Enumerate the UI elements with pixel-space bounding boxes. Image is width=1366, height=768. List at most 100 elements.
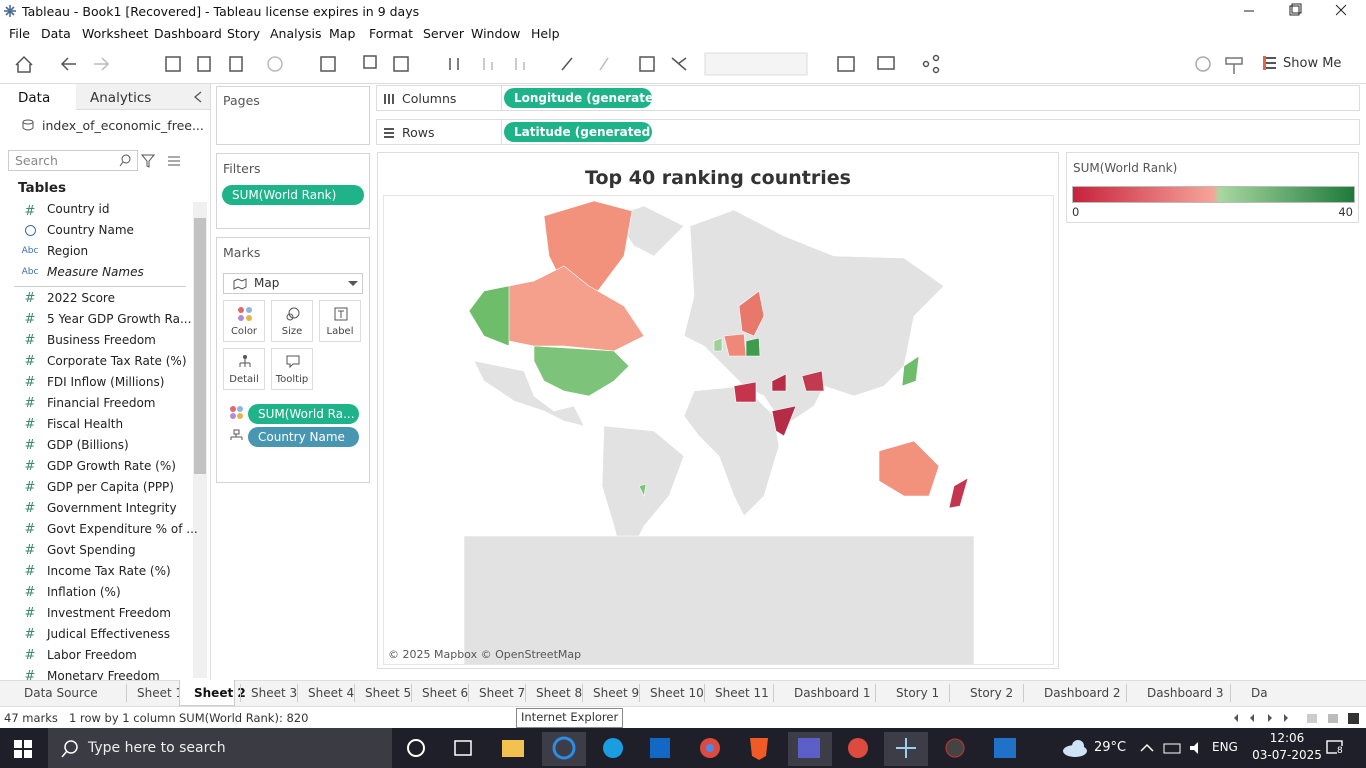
mark-button[interactable]: Label <box>319 300 361 342</box>
mark-pill[interactable]: Country Name <box>248 427 359 447</box>
mark-button-label: Label <box>326 326 354 337</box>
sheet-tab[interactable]: Sheet 7 <box>479 686 526 700</box>
sheet-tab[interactable]: Sheet 5 <box>365 686 412 700</box>
sheet-tab[interactable]: Sheet 2 <box>194 686 246 700</box>
legend-min: 0 <box>1072 205 1080 219</box>
sheet-tab[interactable]: Story 1 <box>896 686 940 700</box>
menu-item[interactable]: Worksheet <box>82 26 149 41</box>
scrollbar-thumb[interactable] <box>194 218 206 474</box>
sheet-tab[interactable]: Sheet 4 <box>308 686 355 700</box>
sheet-tab[interactable]: Sheet 9 <box>593 686 640 700</box>
start-button[interactable] <box>14 740 32 758</box>
mark-button[interactable]: Color <box>223 300 265 342</box>
field[interactable]: FDI Inflow (Millions) <box>47 375 165 389</box>
field-type-icon: # <box>24 459 36 474</box>
tray-icons[interactable] <box>1138 739 1206 757</box>
mark-type-dropdown[interactable] <box>223 273 363 294</box>
field[interactable]: Country Name <box>47 223 134 237</box>
sheet-tab[interactable]: Dashboard 2 <box>1044 686 1121 700</box>
analytics-tab[interactable]: Analytics <box>90 90 152 106</box>
field[interactable]: Investment Freedom <box>47 606 171 620</box>
menu-item[interactable]: Dashboard <box>154 26 222 41</box>
language[interactable]: ENG <box>1212 740 1238 754</box>
field[interactable]: Inflation (%) <box>47 585 121 599</box>
field[interactable]: GDP (Billions) <box>47 438 129 452</box>
sheet-tab[interactable]: Sheet 10 <box>650 686 704 700</box>
field[interactable]: Judical Effectiveness <box>47 627 171 641</box>
window-controls[interactable] <box>1230 0 1366 22</box>
field-type-icon: # <box>24 438 36 453</box>
toolbar-right-icons[interactable] <box>1190 52 1280 76</box>
filter-pill[interactable]: SUM(World Rank) <box>222 185 364 205</box>
menu-item[interactable]: Server <box>423 26 464 41</box>
map[interactable] <box>383 195 1054 665</box>
sheet-tab[interactable]: Data Source <box>24 686 98 700</box>
sheet-tab[interactable]: Dashboard 3 <box>1147 686 1224 700</box>
clock-date[interactable]: 03-07-2025 <box>1252 748 1322 762</box>
search-tools[interactable] <box>118 154 188 168</box>
field[interactable]: Business Freedom <box>47 333 156 347</box>
field[interactable]: 5 Year GDP Growth Ra... <box>47 312 192 326</box>
row-pill[interactable]: Latitude (generated) <box>504 122 652 142</box>
menu-item[interactable]: Help <box>531 26 560 41</box>
window-title: Tableau - Book1 [Recovered] - Tableau li… <box>22 4 420 19</box>
sheet-tab[interactable]: Story 2 <box>970 686 1014 700</box>
field[interactable]: Govt Expenditure % of ... <box>47 522 198 536</box>
tab-divider <box>240 684 241 702</box>
tab-divider <box>773 684 774 702</box>
field-type-icon: # <box>24 669 36 684</box>
toolbar-icons[interactable] <box>0 44 960 84</box>
menu-item[interactable]: Window <box>471 26 521 41</box>
rows-shelf: Rows Latitude (generated) <box>376 119 1360 145</box>
menu-item[interactable]: Format <box>369 26 414 41</box>
field[interactable]: Labor Freedom <box>47 648 137 662</box>
sheet-tab[interactable]: Sheet 1 <box>137 686 184 700</box>
sheet-tab[interactable]: Sheet 3 <box>251 686 298 700</box>
collapse-icon[interactable] <box>192 90 204 104</box>
mark-button[interactable]: Tooltip <box>271 348 313 390</box>
menu-item[interactable]: Analysis <box>270 26 322 41</box>
field-type-icon: # <box>24 522 36 537</box>
field[interactable]: GDP Growth Rate (%) <box>47 459 176 473</box>
tab-divider <box>354 684 355 702</box>
sheet-tab[interactable]: Sheet 8 <box>536 686 583 700</box>
sheet-tab[interactable]: Sheet 6 <box>422 686 469 700</box>
status-bar: 47 marks 1 row by 1 column SUM(World Ran… <box>0 706 1366 728</box>
sheet-tab[interactable]: Dashboard 1 <box>794 686 871 700</box>
field[interactable]: Monetary Freedom <box>47 669 160 683</box>
data-source-name[interactable]: index_of_economic_free... <box>42 118 204 133</box>
taskbar-search[interactable] <box>48 728 392 768</box>
mark-button-icon <box>286 307 300 321</box>
field[interactable]: Govt Spending <box>47 543 136 557</box>
field[interactable]: Country id <box>47 202 110 216</box>
clock-time[interactable]: 12:06 <box>1269 731 1305 745</box>
menu-item[interactable]: Data <box>41 26 71 41</box>
column-pill[interactable]: Longitude (generated) <box>504 88 652 108</box>
data-tab-bg <box>0 84 76 110</box>
sheet-tab[interactable]: Da <box>1251 686 1268 700</box>
field[interactable]: Government Integrity <box>47 501 177 515</box>
menu-item[interactable]: Story <box>227 26 261 41</box>
field-type-icon: # <box>24 204 36 219</box>
field[interactable]: Income Tax Rate (%) <box>47 564 171 578</box>
search-box[interactable] <box>8 150 138 171</box>
field[interactable]: Fiscal Health <box>47 417 124 431</box>
field[interactable]: Region <box>47 244 89 258</box>
data-tab[interactable]: Data <box>18 90 51 106</box>
menu-item[interactable]: File <box>9 26 30 41</box>
mark-button[interactable]: Size <box>271 300 313 342</box>
taskbar-apps[interactable] <box>400 732 1030 766</box>
field[interactable]: 2022 Score <box>47 291 115 305</box>
status-nav[interactable] <box>1232 711 1362 725</box>
sheet-tab[interactable]: Sheet 11 <box>715 686 769 700</box>
mark-button[interactable]: Detail <box>223 348 265 390</box>
mark-pill[interactable]: SUM(World Ra... <box>248 404 359 424</box>
show-me-button[interactable]: Show Me <box>1283 56 1342 71</box>
field[interactable]: Financial Freedom <box>47 396 156 410</box>
field-type-icon: # <box>24 417 36 432</box>
field[interactable]: Measure Names <box>47 265 144 279</box>
taskbar: Type here to search 29°C ENG 12:06 03-07… <box>0 728 1366 768</box>
menu-item[interactable]: Map <box>329 26 356 41</box>
field[interactable]: GDP per Capita (PPP) <box>47 480 174 494</box>
field[interactable]: Corporate Tax Rate (%) <box>47 354 187 368</box>
